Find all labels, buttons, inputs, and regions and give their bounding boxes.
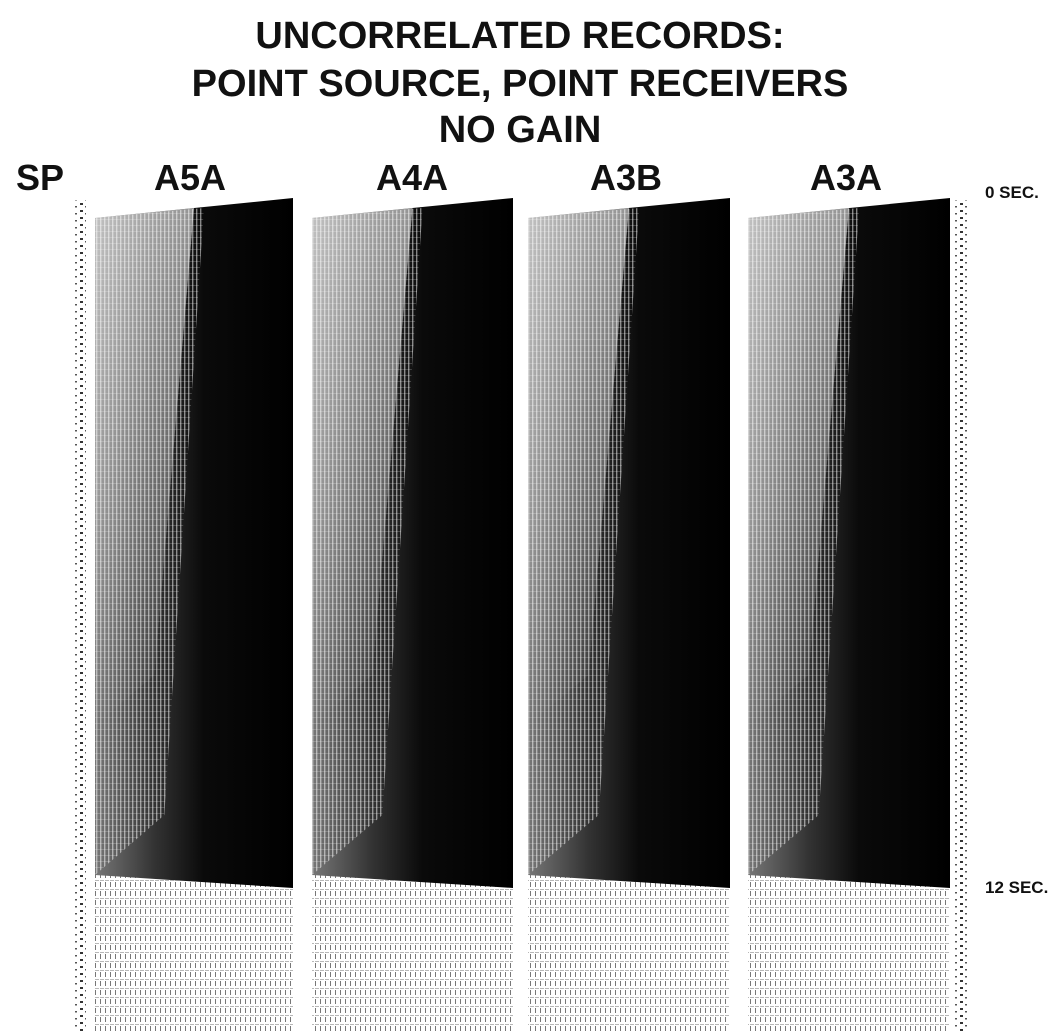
panels [95,198,950,1032]
record-label: A5A [154,157,226,198]
time-label: 12 SEC. [985,878,1048,897]
sp-label: SP [16,157,64,198]
figure: UNCORRELATED RECORDS: POINT SOURCE, POIN… [0,0,1058,1032]
title-line: POINT SOURCE, POINT RECEIVERS [192,63,849,105]
trace-column [955,200,967,1032]
record-label: A4A [376,157,448,198]
page: {"title": {"lines": ["UNCORRELATED RECOR… [0,0,1058,1032]
trace-column [74,200,86,1032]
title-line: NO GAIN [439,109,602,151]
record-label: A3A [810,157,882,198]
title-line: UNCORRELATED RECORDS: [255,15,784,57]
time-label: 0 SEC. [985,183,1039,202]
record-label: A3B [590,157,662,198]
